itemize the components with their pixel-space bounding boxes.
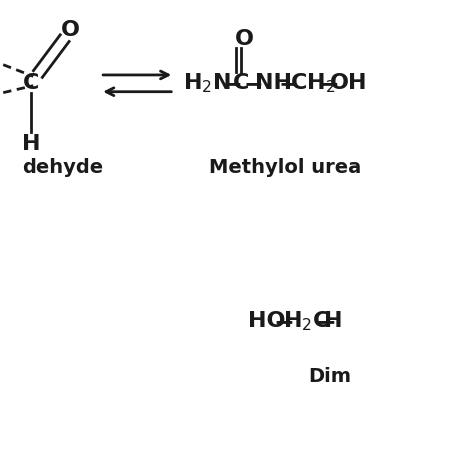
Text: H: H: [324, 311, 343, 331]
Text: CH$_2$: CH$_2$: [290, 72, 335, 95]
Text: Dim: Dim: [308, 367, 351, 386]
Text: HO: HO: [248, 311, 285, 331]
Text: OH: OH: [330, 73, 368, 93]
Text: H$_2$C: H$_2$C: [283, 309, 329, 333]
Text: $\mathbf{-}$: $\mathbf{-}$: [244, 71, 263, 95]
Text: $\mathbf{-}$: $\mathbf{-}$: [319, 71, 338, 95]
Text: C: C: [23, 73, 39, 93]
Text: O: O: [235, 29, 254, 49]
Text: $\mathbf{-}$: $\mathbf{-}$: [222, 71, 241, 95]
Text: dehyde: dehyde: [22, 158, 103, 177]
Text: O: O: [61, 20, 80, 40]
Text: NH: NH: [255, 73, 292, 93]
Text: H: H: [22, 134, 40, 154]
Text: C: C: [233, 73, 250, 93]
Text: $\mathbf{-}$: $\mathbf{-}$: [315, 309, 335, 333]
Text: H$_2$N: H$_2$N: [183, 72, 231, 95]
Text: $\mathbf{-}$: $\mathbf{-}$: [273, 309, 294, 333]
Text: Methylol urea: Methylol urea: [209, 158, 361, 177]
Text: $\mathbf{-}$: $\mathbf{-}$: [278, 71, 297, 95]
